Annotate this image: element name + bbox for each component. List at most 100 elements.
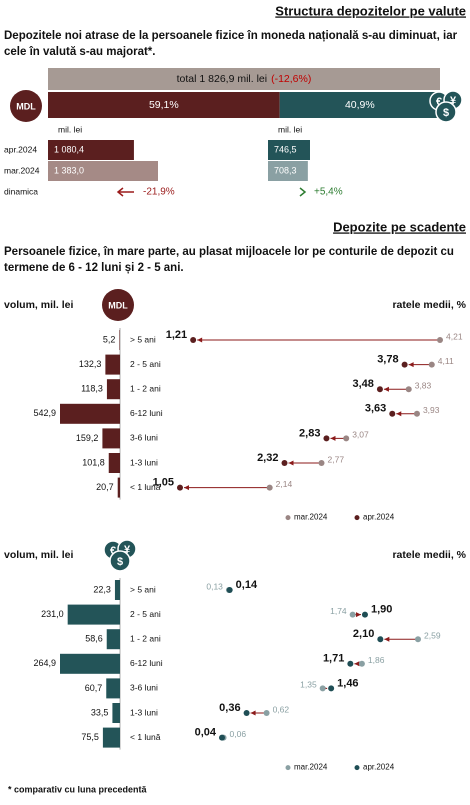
coin-symbol: ¥ <box>450 95 457 107</box>
rate-label: 3,83 <box>415 380 432 390</box>
category-label: 3-6 luni <box>130 683 158 693</box>
share-bar <box>48 92 280 118</box>
arrow-head <box>355 612 361 618</box>
rate-label: 1,90 <box>371 604 392 616</box>
coin-symbol: € <box>110 545 116 557</box>
volume-bar <box>60 653 120 674</box>
legend-dot <box>285 515 291 521</box>
value-bar <box>48 140 134 160</box>
rate-label: 2,59 <box>424 630 441 640</box>
bar-label: 746,5 <box>274 144 297 154</box>
category-label: 1 - 2 ani <box>130 383 161 393</box>
rate-dot <box>226 587 233 593</box>
volume-label: 60,7 <box>85 683 103 693</box>
rate-dot <box>413 410 420 417</box>
volume-bar <box>102 428 120 449</box>
category-label: 1-3 luni <box>130 457 158 467</box>
rate-dot <box>349 611 356 618</box>
rate-dot <box>377 636 384 643</box>
rate-label: 1,35 <box>300 680 317 690</box>
subtitle-box: Persoanele fizice, în mare parte, au pla… <box>4 246 454 274</box>
volume-bar <box>119 330 120 350</box>
share-bar <box>279 92 440 118</box>
arrow-head <box>408 362 414 368</box>
legend-label: apr.2024 <box>363 513 395 522</box>
volume-label: 22,3 <box>93 584 111 594</box>
rate-label: 1,74 <box>330 606 347 616</box>
rate-label: 2,77 <box>328 454 345 464</box>
rate-label: 3,78 <box>377 354 398 366</box>
share-label: 59,1% <box>149 99 179 111</box>
axis-label: ratele medii, % <box>392 549 466 561</box>
rate-label: 1,05 <box>153 477 174 489</box>
rate-label: 3,93 <box>423 405 440 415</box>
value-bar <box>268 140 310 160</box>
rate-label: 2,32 <box>257 452 278 464</box>
volume-bar <box>106 678 120 699</box>
badge <box>102 289 134 321</box>
rate-dot <box>219 734 225 741</box>
rate-dot <box>190 337 197 343</box>
arrow-head <box>184 485 189 491</box>
trend-arrow <box>116 187 134 197</box>
volume-bar <box>106 379 120 400</box>
rate-label: 3,07 <box>352 430 369 440</box>
rate-dot <box>343 435 350 442</box>
arrow-head <box>384 636 390 642</box>
category-label: 3-6 luni <box>130 433 158 443</box>
category-label: 1 - 2 ani <box>130 633 161 643</box>
legend-label: mar.2024 <box>294 513 328 522</box>
volume-label: 264,9 <box>33 658 56 668</box>
rate-dot <box>323 435 330 442</box>
legend-dot <box>285 765 291 771</box>
rate-dot <box>428 361 435 368</box>
coin <box>109 550 131 572</box>
rate-label: 0,04 <box>195 727 217 739</box>
rate-label: 0,14 <box>236 579 258 591</box>
total-label: total 1 826,9 mil. lei <box>177 73 267 85</box>
coin-symbol: ¥ <box>124 544 131 556</box>
arrow-head <box>250 710 256 716</box>
value-bar <box>48 161 158 181</box>
rate-dot <box>177 484 183 491</box>
volume-label: 542,9 <box>33 408 56 418</box>
rate-dot <box>243 710 250 716</box>
arrow-head <box>354 661 360 667</box>
volume-label: 20,7 <box>96 482 114 492</box>
subtitle: Depozitele noi atrase de la persoanele f… <box>4 30 458 58</box>
rate-dot <box>361 611 368 618</box>
rate-dot <box>319 685 326 692</box>
rate-dot <box>401 361 408 368</box>
rate-label: 2,14 <box>276 479 293 489</box>
row-label: dinamica <box>4 186 38 196</box>
rate-dot <box>376 386 383 393</box>
row-label: apr.2024 <box>4 144 37 154</box>
rate-dot <box>263 710 270 716</box>
subtitle-box: Depozitele noi atrase de la persoanele f… <box>4 30 458 58</box>
rate-dot <box>358 660 365 667</box>
rate-label: 2,83 <box>299 427 320 439</box>
share-label: 40,9% <box>345 99 375 111</box>
coin-symbol: $ <box>117 556 123 568</box>
total-change: (-12,6%) <box>271 73 311 85</box>
volume-bar <box>67 604 120 625</box>
category-label: < 1 lună <box>130 482 161 492</box>
rate-label: 2,10 <box>353 628 374 640</box>
volume-bar <box>60 403 120 424</box>
arrow-head <box>288 460 294 466</box>
volume-bar <box>117 477 120 498</box>
legend-label: mar.2024 <box>294 763 328 772</box>
rate-dot <box>415 636 421 643</box>
category-label: > 5 ani <box>130 334 156 344</box>
badge-label: MDL <box>108 300 128 310</box>
volume-bar <box>114 580 120 600</box>
category-label: < 1 lună <box>130 732 161 742</box>
volume-bar <box>102 727 120 748</box>
volume-label: 75,5 <box>81 732 99 742</box>
value-bar <box>268 161 308 181</box>
rate-dot <box>266 484 273 491</box>
bar-label: 708,3 <box>274 165 297 175</box>
volume-label: 5,2 <box>103 334 116 344</box>
coin-symbol: € <box>436 96 442 108</box>
category-label: 6-12 luni <box>130 408 163 418</box>
